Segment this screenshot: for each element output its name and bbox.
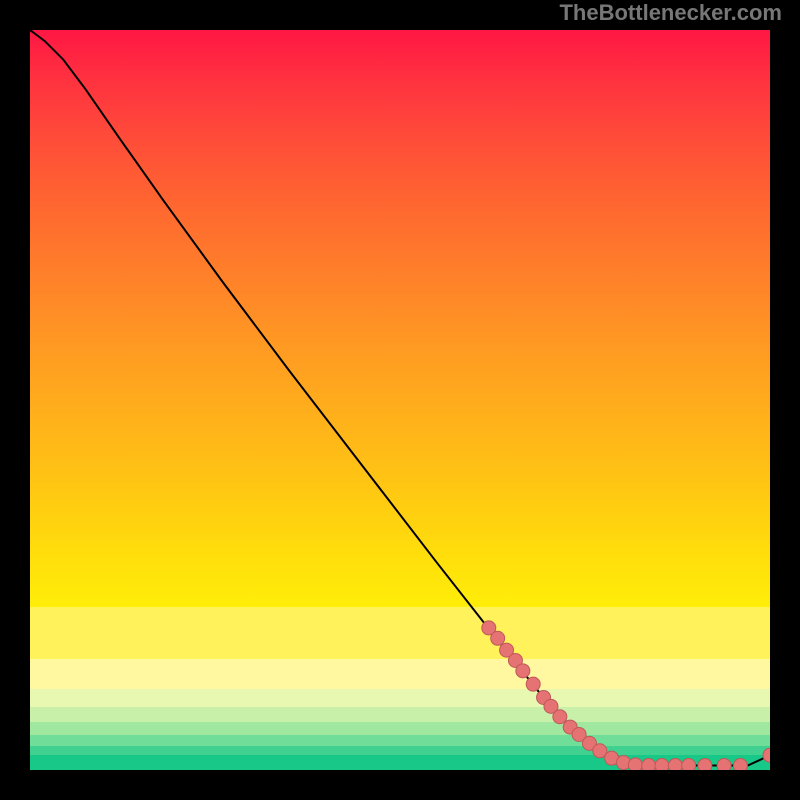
gradient-band [30, 735, 770, 746]
watermark-text: TheBottlenecker.com [559, 0, 782, 26]
gradient-band [30, 746, 770, 755]
gradient-band [30, 707, 770, 722]
gradient-band [30, 659, 770, 689]
gradient-band [30, 689, 770, 708]
gradient-band [30, 607, 770, 659]
gradient-band [30, 755, 770, 770]
gradient-band [30, 722, 770, 735]
stage: TheBottlenecker.com [0, 0, 800, 800]
gradient-band [30, 30, 770, 607]
plot-area [30, 30, 770, 770]
